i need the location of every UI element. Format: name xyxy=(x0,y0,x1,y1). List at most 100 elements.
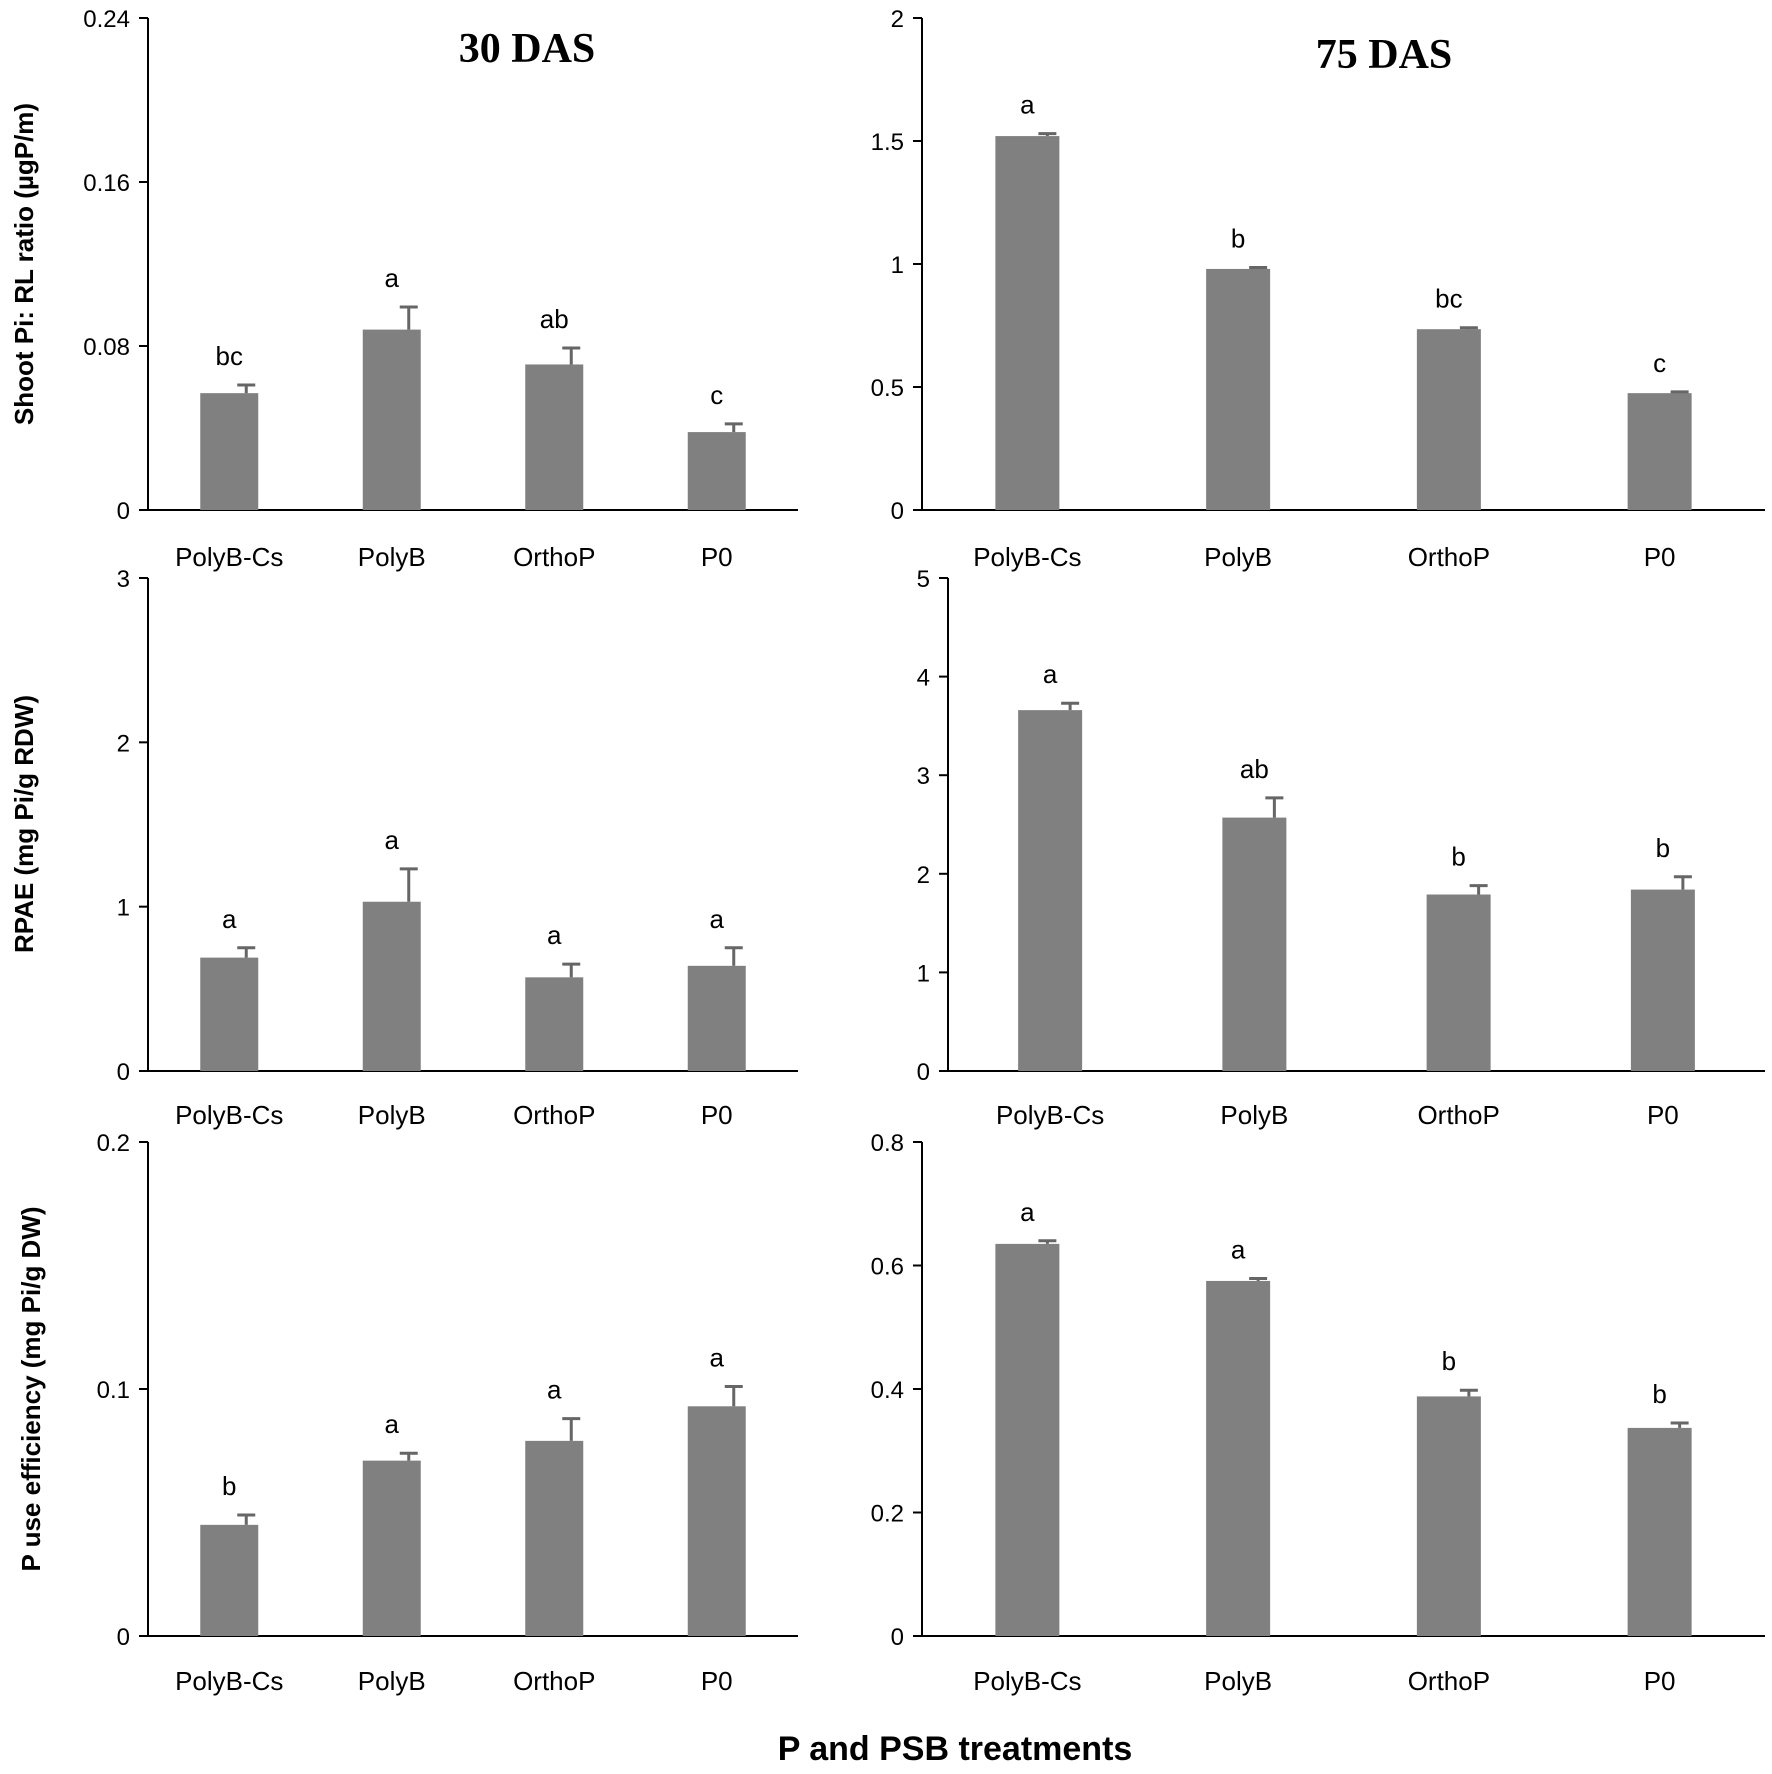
bar-P0 xyxy=(687,965,746,1071)
bar-PolyB-Cs xyxy=(200,1524,259,1636)
category-label: OrthoP xyxy=(1408,542,1490,572)
bar-PolyB xyxy=(362,901,421,1071)
category-label: OrthoP xyxy=(513,1100,595,1130)
category-label: PolyB-Cs xyxy=(973,1666,1081,1696)
chart-panel-2: 0 0.5 1 1.5 2 a PolyB-Cs b PolyB bc OrthoP c P0 75 DA… xyxy=(871,6,1765,572)
y-tick-label: 3 xyxy=(917,763,930,790)
y-tick-label: 1.5 xyxy=(871,129,904,156)
chart-panel-1: 0 0.08 0.16 0.24 bc PolyB-Cs a PolyB ab OrthoP c P0… xyxy=(9,6,798,572)
y-tick-label: 0 xyxy=(117,1059,130,1086)
significance-label: b xyxy=(1231,223,1245,253)
category-label: PolyB xyxy=(1204,542,1272,572)
category-label: PolyB-Cs xyxy=(175,542,283,572)
significance-label: a xyxy=(385,1409,400,1439)
y-tick-label: 3 xyxy=(117,566,130,593)
y-axis-title: RPAE (mg Pi/g RDW) xyxy=(9,695,39,953)
category-label: P0 xyxy=(1644,1666,1676,1696)
bar-OrthoP xyxy=(525,1440,584,1636)
y-tick-label: 5 xyxy=(917,566,930,593)
significance-label: c xyxy=(1653,348,1666,378)
bar-PolyB-Cs xyxy=(995,1243,1060,1636)
bar-P0 xyxy=(687,1406,746,1636)
chart-panel-4: 0 1 2 3 4 5 a PolyB-Cs ab PolyB b OrthoP b P0 xyxy=(917,566,1765,1130)
significance-label: a xyxy=(710,1343,725,1373)
category-label: P0 xyxy=(1647,1100,1679,1130)
category-label: OrthoP xyxy=(513,542,595,572)
category-label: PolyB xyxy=(1204,1666,1272,1696)
bar-P0 xyxy=(1627,393,1692,510)
bar-PolyB xyxy=(362,1460,421,1636)
significance-label: a xyxy=(1020,1197,1035,1227)
chart-panel-6: 0 0.2 0.4 0.6 0.8 a PolyB-Cs a PolyB b OrthoP b P0 xyxy=(871,1130,1765,1696)
category-label: P0 xyxy=(1644,542,1676,572)
bar-PolyB-Cs xyxy=(200,393,259,510)
y-tick-label: 0.1 xyxy=(97,1377,130,1404)
y-tick-label: 4 xyxy=(917,665,930,692)
significance-label: a xyxy=(222,904,237,934)
y-tick-label: 0.5 xyxy=(871,375,904,402)
y-tick-label: 1 xyxy=(917,960,930,987)
y-axis-title: P use efficiency (mg Pi/g DW) xyxy=(16,1206,46,1571)
bar-PolyB xyxy=(1206,268,1271,510)
y-tick-label: 1 xyxy=(117,895,130,922)
significance-label: b xyxy=(1656,833,1670,863)
y-tick-label: 2 xyxy=(917,862,930,889)
bar-PolyB xyxy=(1206,1280,1271,1636)
y-tick-label: 0.16 xyxy=(83,170,130,197)
bar-OrthoP xyxy=(1416,1396,1481,1636)
y-tick-label: 0 xyxy=(891,498,904,525)
panel-title: 30 DAS xyxy=(459,26,596,72)
significance-label: bc xyxy=(1435,284,1462,314)
significance-label: c xyxy=(710,380,723,410)
significance-label: ab xyxy=(1240,754,1269,784)
x-axis-title: P and PSB treatments xyxy=(778,1730,1133,1768)
significance-label: a xyxy=(385,825,400,855)
y-tick-label: 0 xyxy=(891,1624,904,1651)
significance-label: a xyxy=(547,920,562,950)
bar-PolyB-Cs xyxy=(200,957,259,1071)
y-tick-label: 1 xyxy=(891,252,904,279)
category-label: PolyB-Cs xyxy=(175,1100,283,1130)
significance-label: a xyxy=(1231,1234,1246,1264)
y-tick-label: 0.8 xyxy=(871,1130,904,1157)
bar-P0 xyxy=(1627,1427,1692,1636)
chart-panel-3: 0 1 2 3 a PolyB-Cs a PolyB a OrthoP a P0 RPAE (mg Pi… xyxy=(9,566,798,1130)
significance-label: b xyxy=(222,1471,236,1501)
bar-P0 xyxy=(1630,889,1695,1071)
y-tick-label: 0.24 xyxy=(83,6,130,33)
bar-PolyB xyxy=(362,329,421,510)
significance-label: a xyxy=(710,904,725,934)
category-label: PolyB xyxy=(358,542,426,572)
y-tick-label: 0.2 xyxy=(97,1130,130,1157)
bar-PolyB-Cs xyxy=(1018,710,1083,1071)
y-axis-title: Shoot Pi: RL ratio (µgP/m) xyxy=(9,103,39,425)
significance-label: b xyxy=(1442,1346,1456,1376)
significance-label: bc xyxy=(216,341,243,371)
significance-label: ab xyxy=(540,304,569,334)
y-tick-label: 0.6 xyxy=(871,1254,904,1281)
y-tick-label: 0.08 xyxy=(83,334,130,361)
bar-OrthoP xyxy=(1416,329,1481,510)
category-label: P0 xyxy=(701,542,733,572)
category-label: PolyB xyxy=(358,1666,426,1696)
y-tick-label: 0.2 xyxy=(871,1501,904,1528)
category-label: PolyB xyxy=(1220,1100,1288,1130)
category-label: OrthoP xyxy=(1417,1100,1499,1130)
y-tick-label: 0 xyxy=(917,1059,930,1086)
y-tick-label: 2 xyxy=(891,6,904,33)
bar-OrthoP xyxy=(1426,894,1491,1071)
panel-title: 75 DAS xyxy=(1316,32,1453,78)
bar-OrthoP xyxy=(525,977,584,1071)
significance-label: b xyxy=(1451,842,1465,872)
y-tick-label: 0 xyxy=(117,498,130,525)
significance-label: b xyxy=(1652,1379,1666,1409)
significance-label: a xyxy=(385,263,400,293)
significance-label: a xyxy=(547,1375,562,1405)
category-label: OrthoP xyxy=(513,1666,595,1696)
category-label: PolyB xyxy=(358,1100,426,1130)
bar-PolyB-Cs xyxy=(995,136,1060,510)
bar-PolyB xyxy=(1222,817,1287,1071)
bar-OrthoP xyxy=(525,364,584,510)
significance-label: a xyxy=(1043,659,1058,689)
